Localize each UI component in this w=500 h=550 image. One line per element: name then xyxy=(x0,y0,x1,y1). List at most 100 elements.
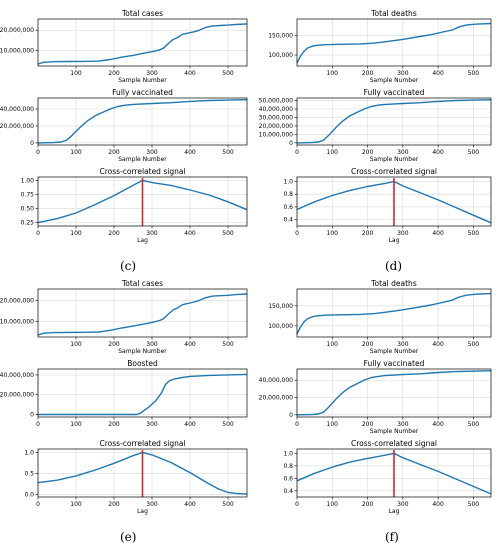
x-tick-label: 200 xyxy=(108,230,120,237)
x-tick-label: 400 xyxy=(184,230,196,237)
x-tick-label: 100 xyxy=(327,149,339,156)
x-tick-label: 500 xyxy=(468,70,480,77)
x-tick-label: 100 xyxy=(327,70,339,77)
x-tick-label: 300 xyxy=(146,341,158,348)
x-tick-label: 400 xyxy=(432,341,444,348)
y-tick-label: 0.25 xyxy=(21,220,35,227)
y-tick-label: 10,000,000 xyxy=(0,318,34,325)
series-line xyxy=(296,370,492,416)
x-tick-label: 100 xyxy=(70,70,82,77)
x-tick-label: 200 xyxy=(362,230,374,237)
x-tick-label: 300 xyxy=(146,501,158,508)
y-tick-label: 1.0 xyxy=(24,449,34,456)
chart-e-3: Cross-correlated signal 0 100 200 300 400 500 0… xyxy=(24,439,248,515)
x-tick-label: 100 xyxy=(70,341,82,348)
y-tick-label: 0.50 xyxy=(21,206,35,213)
x-tick-label: 300 xyxy=(397,341,409,348)
x-tick-label: 400 xyxy=(432,230,444,237)
x-tick-label: 0 xyxy=(295,230,299,237)
series-line xyxy=(37,451,248,495)
chart-e-2: Boosted 0 100 200 300 400 500 0 20,000,000 40,000… xyxy=(0,359,248,428)
y-tick-label: 1.00 xyxy=(21,177,35,184)
x-axis-label: Sample Number xyxy=(370,77,419,84)
y-tick-label: 100,000 xyxy=(268,52,293,59)
plot-frame xyxy=(37,176,248,227)
y-tick-label: 10,000,000 xyxy=(0,48,34,55)
y-tick-label: 0 xyxy=(30,140,34,147)
series-line xyxy=(296,292,492,335)
y-tick-label: 40,000,000 xyxy=(259,377,294,384)
y-tick-label: 0.4 xyxy=(283,217,293,224)
x-tick-label: 400 xyxy=(432,421,444,428)
y-tick-label: 30,000,000 xyxy=(259,114,294,121)
x-tick-label: 300 xyxy=(146,421,158,428)
x-tick-label: 200 xyxy=(362,501,374,508)
x-tick-label: 400 xyxy=(184,70,196,77)
x-tick-label: 0 xyxy=(295,149,299,156)
x-tick-label: 300 xyxy=(146,70,158,77)
x-tick-label: 400 xyxy=(184,421,196,428)
y-tick-label: 0.6 xyxy=(283,475,293,482)
chart-title: Boosted xyxy=(127,359,158,368)
x-tick-label: 300 xyxy=(397,501,409,508)
plot-frame xyxy=(296,288,492,338)
x-tick-label: 200 xyxy=(362,70,374,77)
x-tick-label: 400 xyxy=(184,501,196,508)
chart-c-1: Total cases 100 200 300 400 500 10,000,000 20,0… xyxy=(0,9,248,84)
chart-title: Fully vaccinated xyxy=(364,359,425,368)
y-tick-label: 0.0 xyxy=(24,491,34,498)
y-tick-label: 0.5 xyxy=(24,470,34,477)
x-tick-label: 500 xyxy=(468,501,480,508)
x-tick-label: 0 xyxy=(36,149,40,156)
series-line xyxy=(37,23,248,65)
x-tick-label: 0 xyxy=(295,421,299,428)
x-tick-label: 500 xyxy=(222,70,234,77)
y-tick-label: 20,000,000 xyxy=(0,27,34,34)
chart-e-1: Total cases 100 200 300 400 500 10,000,000 20,0… xyxy=(0,279,248,355)
x-tick-label: 300 xyxy=(397,70,409,77)
y-tick-label: 20,000,000 xyxy=(0,123,34,130)
x-axis-label: Sample Number xyxy=(118,77,167,84)
chart-c-3: Cross-correlated signal 0 100 200 300 400 500 0… xyxy=(21,167,248,244)
panel-label-f: (f) xyxy=(385,530,399,544)
x-tick-label: 500 xyxy=(222,501,234,508)
chart-title: Cross-correlated signal xyxy=(99,167,185,176)
x-tick-label: 200 xyxy=(362,149,374,156)
chart-title: Total cases xyxy=(121,279,163,288)
chart-d-3: Cross-correlated signal 0 100 200 300 400 500 0… xyxy=(283,167,492,244)
chart-title: Cross-correlated signal xyxy=(351,439,437,448)
x-tick-label: 200 xyxy=(362,341,374,348)
plot-frame xyxy=(296,448,492,498)
plot-frame xyxy=(296,97,492,146)
x-tick-label: 100 xyxy=(327,230,339,237)
x-tick-label: 500 xyxy=(468,421,480,428)
y-tick-label: 150,000 xyxy=(268,303,293,310)
chart-c-2: Fully vaccinated 0 100 200 300 400 500 0 20,000,… xyxy=(0,88,248,163)
plot-frame xyxy=(296,176,492,227)
x-tick-label: 500 xyxy=(222,149,234,156)
y-tick-label: 0.8 xyxy=(283,191,293,198)
y-tick-label: 40,000,000 xyxy=(0,106,34,113)
x-axis-label: Sample Number xyxy=(118,156,167,163)
y-tick-label: 0.8 xyxy=(283,463,293,470)
x-tick-label: 0 xyxy=(36,230,40,237)
chart-f-2: Fully vaccinated 0 100 200 300 400 500 0 20,000,… xyxy=(259,359,492,435)
x-tick-label: 400 xyxy=(184,149,196,156)
x-tick-label: 100 xyxy=(327,501,339,508)
x-tick-label: 400 xyxy=(184,341,196,348)
y-tick-label: 50,000,000 xyxy=(259,98,294,105)
y-tick-label: 20,000,000 xyxy=(259,395,294,402)
x-axis-label: Lag xyxy=(389,237,400,244)
x-tick-label: 300 xyxy=(146,230,158,237)
x-tick-label: 500 xyxy=(468,149,480,156)
chart-d-1: Total deaths 100 200 300 400 500 100,000 150,00… xyxy=(268,9,492,84)
y-tick-label: 20,000,000 xyxy=(0,392,34,399)
chart-f-1: Total deaths 100 200 300 400 500 100,000 150,00… xyxy=(268,279,492,355)
chart-d-2: Fully vaccinated 0 100 200 300 400 500 0 10,000,… xyxy=(259,88,492,163)
x-axis-label: Lag xyxy=(137,237,148,244)
y-tick-label: 0 xyxy=(289,412,293,419)
x-tick-label: 300 xyxy=(146,149,158,156)
x-tick-label: 500 xyxy=(222,341,234,348)
y-tick-label: 40,000,000 xyxy=(0,372,34,379)
